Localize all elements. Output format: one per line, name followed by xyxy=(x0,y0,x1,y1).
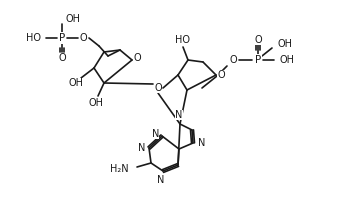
Text: OH: OH xyxy=(278,39,293,49)
Text: O: O xyxy=(133,53,141,63)
Text: OH: OH xyxy=(69,78,83,88)
Text: O: O xyxy=(254,35,262,45)
Text: O: O xyxy=(79,33,87,43)
Text: N: N xyxy=(138,143,145,153)
Text: OH: OH xyxy=(280,55,295,65)
Text: O: O xyxy=(217,70,225,80)
Text: P: P xyxy=(59,33,65,43)
Text: OH: OH xyxy=(88,98,104,108)
Text: O: O xyxy=(229,55,237,65)
Text: O: O xyxy=(154,83,162,93)
Text: N: N xyxy=(157,175,165,185)
Text: OH: OH xyxy=(66,14,81,24)
Text: O: O xyxy=(58,53,66,63)
Text: H₂N: H₂N xyxy=(110,164,129,174)
Text: HO: HO xyxy=(26,33,41,43)
Text: HO: HO xyxy=(176,35,190,45)
Text: N: N xyxy=(198,138,205,148)
Text: N: N xyxy=(152,129,159,139)
Text: P: P xyxy=(255,55,261,65)
Text: N: N xyxy=(175,110,183,120)
